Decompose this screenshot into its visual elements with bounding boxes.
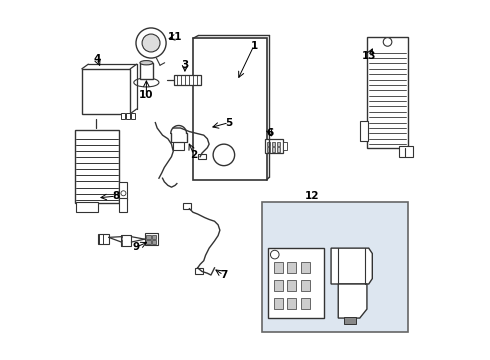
Polygon shape [338,284,367,318]
Bar [269,248,324,318]
Bar [152,235,156,239]
Circle shape [270,250,279,259]
Bar [274,262,283,273]
Bar [120,198,127,212]
Text: 5: 5 [225,118,232,128]
Bar [120,182,127,200]
Bar [147,240,151,244]
Circle shape [121,191,126,196]
Bar [147,235,151,239]
Bar [131,113,135,119]
Bar [274,280,283,291]
Circle shape [136,28,166,58]
Bar [76,202,98,212]
Ellipse shape [140,60,153,65]
Bar [265,139,283,153]
Bar [267,147,270,152]
Text: 7: 7 [220,270,227,280]
Text: 3: 3 [181,59,189,69]
Polygon shape [331,248,372,284]
Bar [301,262,310,273]
Bar [122,235,131,246]
Bar [274,298,283,309]
Text: 6: 6 [267,129,274,138]
Bar [173,142,184,149]
Text: 8: 8 [112,191,120,201]
Text: 2: 2 [191,150,197,160]
Text: 9: 9 [132,242,139,252]
Bar [183,203,191,210]
Bar [140,63,153,79]
Bar [193,39,267,180]
Bar [271,141,275,146]
Bar [174,75,201,85]
Bar [98,234,109,244]
Bar [343,317,356,324]
Bar [276,141,280,146]
Bar [283,141,287,150]
Bar [287,280,296,291]
Bar [301,298,310,309]
Text: 13: 13 [362,51,376,61]
Bar [267,141,270,146]
Bar [145,233,158,245]
Bar [195,267,203,274]
Bar [82,69,130,114]
Bar [287,262,296,273]
Text: 12: 12 [305,191,319,201]
Circle shape [142,34,160,52]
Bar [301,280,310,291]
Bar [122,113,125,119]
Bar [126,113,130,119]
Bar [276,147,280,152]
Bar [152,240,156,244]
Bar [367,37,408,148]
Bar [198,154,206,159]
Bar [271,147,275,152]
Text: 1: 1 [250,41,258,50]
Circle shape [383,38,392,46]
Text: 11: 11 [168,32,182,42]
Circle shape [213,144,235,166]
Bar [399,146,413,157]
Bar [74,130,120,203]
Text: 4: 4 [93,54,100,64]
Bar [262,202,408,332]
Ellipse shape [134,78,159,87]
Bar [287,298,296,309]
Text: 10: 10 [139,90,154,100]
Bar [361,121,368,140]
